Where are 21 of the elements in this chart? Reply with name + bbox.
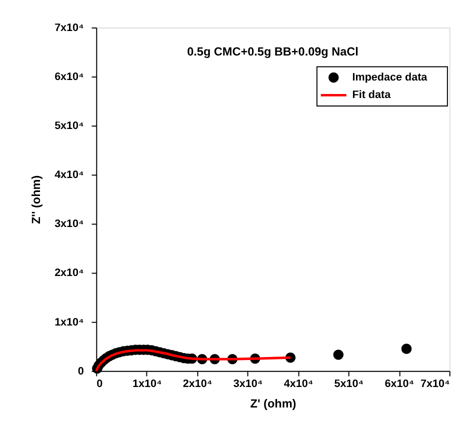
y-tick-label: 2x10⁴ bbox=[54, 267, 84, 280]
x-tick-label: 2x10⁴ bbox=[182, 378, 212, 390]
x-tick-label: 7x10⁴ bbox=[420, 378, 450, 390]
y-tick-label: 7x10⁴ bbox=[54, 22, 84, 34]
x-tick-label: 5x10⁴ bbox=[334, 378, 364, 390]
y-tick-label: 0 bbox=[78, 365, 84, 378]
x-tick-label: 0 bbox=[96, 378, 103, 390]
legend-label: Fit data bbox=[352, 89, 392, 102]
x-axis-title: Z' (ohm) bbox=[250, 398, 296, 411]
x-tick-label: 1x10⁴ bbox=[132, 378, 162, 390]
x-tick-label: 6x10⁴ bbox=[384, 378, 414, 390]
y-tick-label: 3x10⁴ bbox=[54, 218, 84, 230]
y-tick-label: 6x10⁴ bbox=[54, 70, 84, 83]
x-tick-label: 3x10⁴ bbox=[233, 378, 263, 390]
y-tick-label: 1x10⁴ bbox=[54, 316, 84, 328]
y-tick-label: 4x10⁴ bbox=[54, 169, 84, 182]
y-tick-label: 5x10⁴ bbox=[54, 120, 84, 132]
x-tick-label: 4x10⁴ bbox=[284, 378, 314, 390]
text: 0.5g CMC+0.5g BB+0.09g NaCl bbox=[187, 45, 358, 58]
legend-label: Impedace data bbox=[352, 71, 428, 84]
y-axis-title: Z'' (ohm) bbox=[30, 175, 43, 224]
